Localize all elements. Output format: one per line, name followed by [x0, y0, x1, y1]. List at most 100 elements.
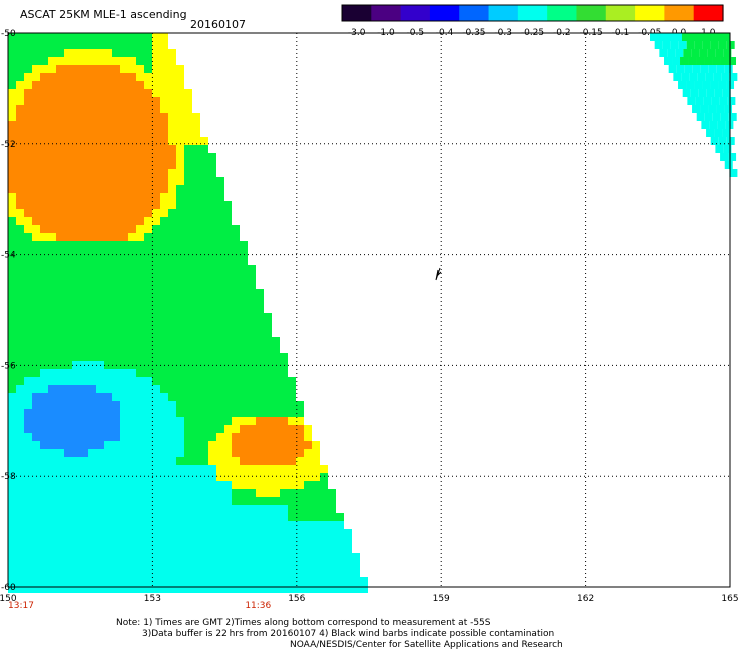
swath-pixel [16, 401, 24, 409]
swath-pixel [200, 553, 208, 561]
swath-pixel [688, 57, 697, 65]
swath-pixel [232, 281, 240, 289]
swath-pixel [264, 313, 272, 321]
swath-pixel [32, 129, 40, 137]
swath-pixel [272, 585, 280, 593]
swath-pixel [152, 433, 160, 441]
swath-pixel [176, 345, 184, 353]
swath-pixel [8, 57, 16, 65]
swath-pixel [80, 193, 88, 201]
colorbar-swatch [459, 5, 490, 21]
swath-pixel [722, 89, 731, 97]
swath-pixel [96, 513, 104, 521]
swath-pixel [120, 193, 128, 201]
swath-pixel [184, 209, 192, 217]
swath-pixel [112, 297, 120, 305]
swath-pixel [224, 225, 232, 233]
swath-pixel [336, 585, 344, 593]
swath-pixel [694, 41, 703, 49]
swath-pixel [723, 145, 732, 153]
swath-pixel [16, 497, 24, 505]
swath-pixel [264, 377, 272, 385]
swath-pixel [80, 369, 88, 377]
colorbar-swatch [547, 5, 578, 21]
swath-pixel [8, 137, 16, 145]
swath-pixel [40, 281, 48, 289]
swath-pixel [718, 41, 727, 49]
swath-pixel [8, 241, 16, 249]
swath-pixel [72, 217, 80, 225]
swath-pixel [192, 297, 200, 305]
swath-pixel [120, 481, 128, 489]
swath-pixel [240, 313, 248, 321]
swath-pixel [72, 161, 80, 169]
swath-pixel [8, 265, 16, 273]
swath-pixel [248, 529, 256, 537]
swath-pixel [272, 553, 280, 561]
swath-pixel [320, 473, 328, 481]
swath-pixel [56, 337, 64, 345]
swath-pixel [176, 305, 184, 313]
swath-pixel [144, 577, 152, 585]
swath-pixel [56, 121, 64, 129]
swath-pixel [32, 473, 40, 481]
swath-pixel [272, 433, 280, 441]
swath-pixel [684, 65, 693, 73]
swath-pixel [168, 73, 176, 81]
swath-pixel [112, 281, 120, 289]
swath-pixel [192, 137, 200, 145]
swath-pixel [722, 33, 730, 41]
swath-pixel [224, 457, 232, 465]
swath-pixel [80, 145, 88, 153]
swath-pixel [216, 305, 224, 313]
swath-pixel [16, 457, 24, 465]
swath-pixel [40, 457, 48, 465]
swath-pixel [24, 201, 32, 209]
swath-pixel [64, 105, 72, 113]
swath-pixel [296, 505, 304, 513]
swath-pixel [240, 473, 248, 481]
swath-pixel [192, 497, 200, 505]
swath-pixel [144, 369, 152, 377]
swath-pixel [726, 41, 735, 49]
swath-pixel [80, 105, 88, 113]
swath-pixel [24, 81, 32, 89]
swath-pixel [136, 233, 144, 241]
swath-pixel [88, 257, 96, 265]
swath-pixel [280, 585, 288, 593]
swath-pixel [112, 73, 120, 81]
swath-pixel [120, 177, 128, 185]
swath-pixel [200, 305, 208, 313]
swath-pixel [264, 513, 272, 521]
swath-pixel [8, 49, 16, 57]
swath-pixel [80, 289, 88, 297]
swath-pixel [40, 225, 48, 233]
swath-pixel [675, 49, 684, 57]
swath-pixel [112, 217, 120, 225]
swath-pixel [152, 161, 160, 169]
swath-pixel [64, 337, 72, 345]
swath-pixel [216, 337, 224, 345]
swath-pixel [208, 393, 216, 401]
swath-pixel [152, 425, 160, 433]
swath-pixel [240, 489, 248, 497]
swath-pixel [144, 385, 152, 393]
swath-pixel [320, 489, 328, 497]
swath-pixel [184, 201, 192, 209]
swath-pixel [152, 193, 160, 201]
swath-pixel [104, 569, 112, 577]
swath-pixel [727, 97, 736, 105]
swath-pixel [40, 113, 48, 121]
swath-pixel [88, 345, 96, 353]
swath-pixel [40, 553, 48, 561]
swath-pixel [296, 561, 304, 569]
swath-pixel [160, 233, 168, 241]
swath-pixel [344, 577, 352, 585]
swath-pixel [160, 257, 168, 265]
swath-pixel [120, 265, 128, 273]
swath-pixel [208, 553, 216, 561]
swath-pixel [88, 577, 96, 585]
swath-pixel [112, 225, 120, 233]
swath-pixel [136, 393, 144, 401]
swath-pixel [56, 489, 64, 497]
